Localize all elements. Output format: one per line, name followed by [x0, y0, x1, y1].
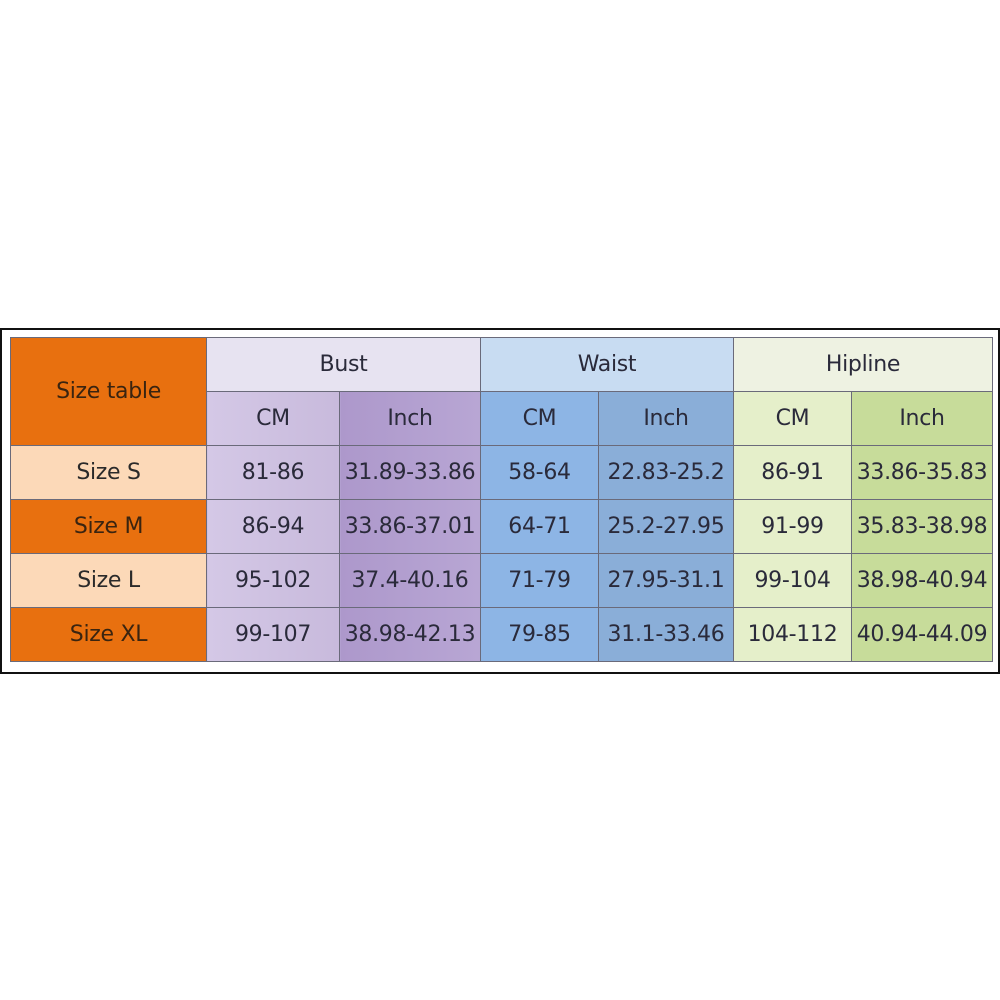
- table-cell: 81-86: [206, 445, 340, 500]
- corner-label: Size table: [10, 337, 207, 446]
- unit-header: CM: [206, 391, 340, 446]
- table-cell: 35.83-38.98: [851, 499, 993, 554]
- table-cell: 37.4-40.16: [339, 553, 481, 608]
- group-waist: Waist: [480, 337, 734, 392]
- table-cell: 71-79: [480, 553, 599, 608]
- table-cell: 99-104: [733, 553, 852, 608]
- table-cell: 95-102: [206, 553, 340, 608]
- table-cell: 33.86-37.01: [339, 499, 481, 554]
- table-cell: 104-112: [733, 607, 852, 662]
- table-row: Size L 95-102 37.4-40.16 71-79 27.95-31.1 99-…: [10, 553, 993, 608]
- table-cell: 22.83-25.2: [598, 445, 734, 500]
- size-label: Size XL: [10, 607, 207, 662]
- unit-header: Inch: [851, 391, 993, 446]
- table-cell: 86-94: [206, 499, 340, 554]
- size-label: Size L: [10, 553, 207, 608]
- table-cell: 99-107: [206, 607, 340, 662]
- group-bust: Bust: [206, 337, 481, 392]
- table-cell: 25.2-27.95: [598, 499, 734, 554]
- table-cell: 31.89-33.86: [339, 445, 481, 500]
- table-cell: 33.86-35.83: [851, 445, 993, 500]
- table-cell: 79-85: [480, 607, 599, 662]
- table-cell: 31.1-33.46: [598, 607, 734, 662]
- table-row: Size S 81-86 31.89-33.86 58-64 22.83-25.2 86-…: [10, 445, 993, 500]
- group-hipline: Hipline: [733, 337, 993, 392]
- table-cell: 40.94-44.09: [851, 607, 993, 662]
- table-cell: 38.98-40.94: [851, 553, 993, 608]
- table-cell: 91-99: [733, 499, 852, 554]
- unit-header: CM: [480, 391, 599, 446]
- table-row: Size M 86-94 33.86-37.01 64-71 25.2-27.95 91-…: [10, 499, 993, 554]
- table-cell: 64-71: [480, 499, 599, 554]
- table-row: Size XL 99-107 38.98-42.13 79-85 31.1-33.46 1…: [10, 607, 993, 662]
- unit-header: Inch: [598, 391, 734, 446]
- table-cell: 58-64: [480, 445, 599, 500]
- table-cell: 38.98-42.13: [339, 607, 481, 662]
- unit-header-row: CM Inch CM Inch CM Inch: [11, 391, 993, 446]
- table-cell: 27.95-31.1: [598, 553, 734, 608]
- unit-header: CM: [733, 391, 852, 446]
- table-cell: 86-91: [733, 445, 852, 500]
- size-label: Size M: [10, 499, 207, 554]
- group-header-row: Size table Bust Waist Hipline: [10, 337, 993, 446]
- size-table: Size table Bust Waist Hipline CM Inch CM…: [10, 337, 993, 662]
- size-label: Size S: [10, 445, 207, 500]
- unit-header: Inch: [339, 391, 481, 446]
